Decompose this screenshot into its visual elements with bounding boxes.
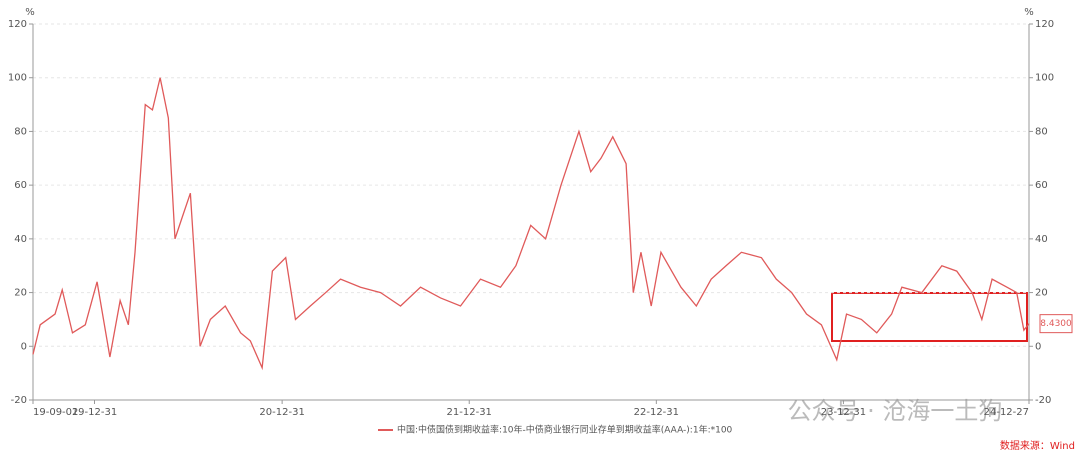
- x-tick-label: 21-12-31: [447, 407, 492, 418]
- y2-tick-label: 20: [1035, 288, 1048, 299]
- y-tick-label: 120: [8, 19, 27, 30]
- x-tick-label: 19-09-02: [33, 407, 78, 418]
- y2-tick-label: 0: [1035, 341, 1041, 352]
- y-tick-label: 60: [14, 180, 27, 191]
- watermark: 公众号 · 沧海一土狗: [788, 397, 1003, 425]
- y-tick-label: 0: [21, 341, 27, 352]
- y-tick-label: -20: [11, 395, 27, 406]
- y2-tick-label: 80: [1035, 126, 1048, 137]
- source: 数据来源：Wind: [1000, 439, 1075, 452]
- highlight-box: [831, 292, 1028, 342]
- end-label-box: [1039, 314, 1073, 334]
- y2-tick-label: 40: [1035, 234, 1048, 245]
- y-tick-label: 40: [14, 234, 27, 245]
- y-tick-label: 80: [14, 126, 27, 137]
- y2-tick-label: 100: [1035, 73, 1054, 84]
- x-tick-label: 20-12-31: [259, 407, 304, 418]
- legend-label: 中国:中债国债到期收益率:10年-中债商业银行同业存单到期收益率(AAA-):1…: [397, 424, 733, 436]
- x-tick-label: 19-12-31: [72, 407, 117, 418]
- y2-tick-label: 120: [1035, 19, 1054, 30]
- y2-tick-label: 60: [1035, 180, 1048, 191]
- x-tick-label: 22-12-31: [634, 407, 679, 418]
- y-tick-label: 100: [8, 73, 27, 84]
- x-tick-label: 24-12-27: [984, 407, 1029, 418]
- y2-tick-label: -20: [1035, 395, 1051, 406]
- x-tick-label: 23-12-31: [821, 407, 866, 418]
- y-tick-label: 20: [14, 288, 27, 299]
- y2-unit: %: [1024, 7, 1034, 18]
- line: [32, 77, 1030, 371]
- y-unit: %: [25, 7, 35, 18]
- end-label: 8.4300: [1040, 319, 1072, 329]
